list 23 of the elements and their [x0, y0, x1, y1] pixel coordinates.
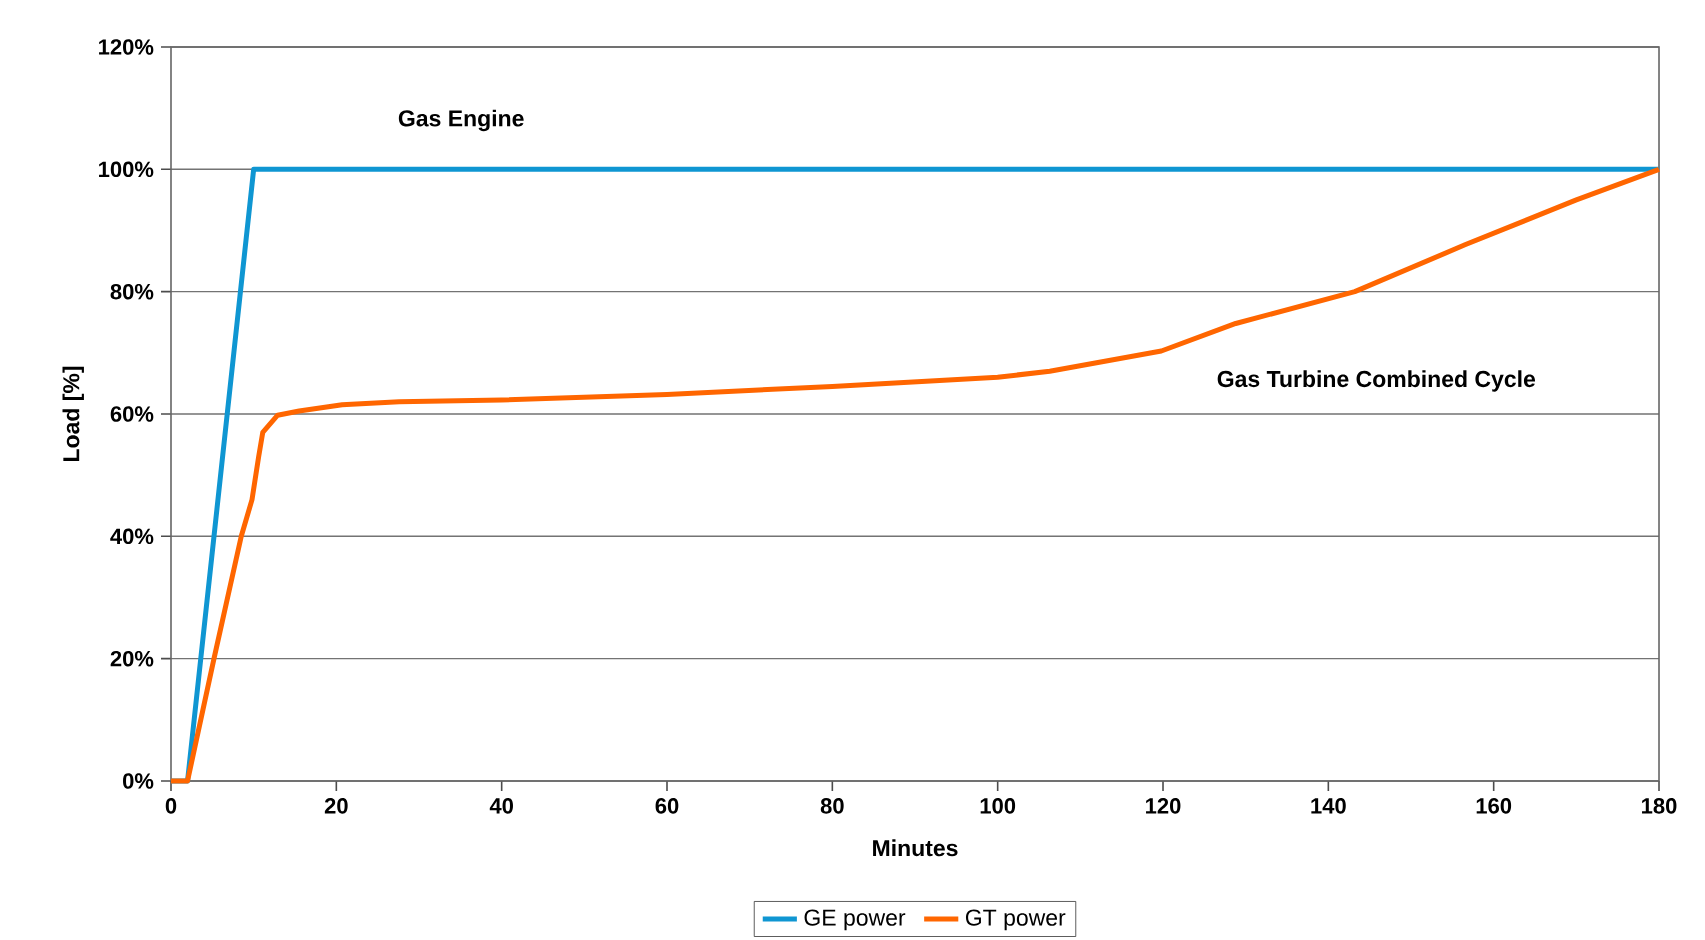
- x-tick-label: 100: [980, 798, 1016, 814]
- x-tick-label: 140: [1311, 798, 1346, 814]
- x-tick-label: 80: [820, 798, 844, 814]
- y-tick-label: 100%: [99, 161, 154, 178]
- y-tick-label: 0%: [123, 773, 154, 789]
- y-tick-label: 120%: [99, 39, 154, 55]
- x-tick-label: 40: [489, 798, 513, 814]
- x-tick-label: 180: [1642, 798, 1677, 814]
- legend-label: GE power: [804, 909, 906, 931]
- y-axis-title: Load [%]: [62, 366, 84, 461]
- x-tick-label: 0: [165, 798, 177, 814]
- x-tick-label: 120: [1146, 798, 1181, 814]
- x-tick-label: 160: [1476, 798, 1512, 814]
- annotation: Gas Engine: [398, 109, 524, 132]
- annotation: Gas Turbine Combined Cycle: [1217, 370, 1536, 392]
- legend-label: GT power: [965, 909, 1066, 931]
- x-tick-label: 60: [655, 798, 679, 814]
- y-tick-label: 80%: [110, 283, 154, 300]
- y-tick-label: 40%: [110, 528, 154, 545]
- y-tick-label: 60%: [110, 406, 154, 422]
- x-axis-title: Minutes: [873, 839, 958, 857]
- y-tick-label: 20%: [110, 650, 154, 667]
- x-tick-label: 20: [324, 798, 348, 814]
